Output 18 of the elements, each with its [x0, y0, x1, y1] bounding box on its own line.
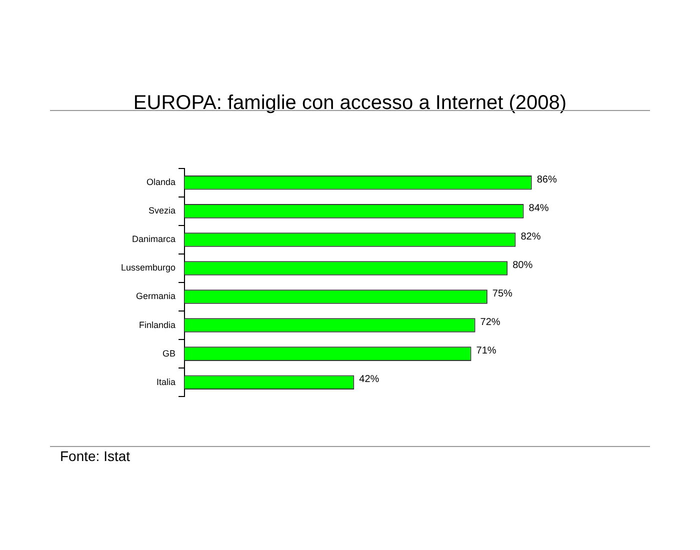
y-tick-label: Finlandia	[139, 320, 176, 330]
data-label: 75%	[492, 288, 513, 300]
data-label: 42%	[359, 374, 380, 386]
data-label: 80%	[512, 260, 533, 271]
data-label: 82%	[520, 231, 541, 242]
y-tick-label: Svezia	[148, 206, 176, 216]
data-label: 86%	[536, 174, 557, 186]
y-tick-label: Danimarca	[132, 234, 176, 244]
y-tick-label: GB	[162, 348, 176, 358]
data-label: 84%	[528, 202, 549, 214]
y-tick-label: Lussemburgo	[120, 262, 176, 273]
data-label: 72%	[480, 317, 500, 328]
source-note: Fonte: Istat	[60, 448, 130, 464]
chart-title: EUROPA: famiglie con accesso a Internet (2008)	[132, 92, 568, 115]
y-tick-label: Olanda	[146, 177, 176, 188]
y-tick-label: Italia	[156, 376, 176, 387]
y-tick-label: Germania	[136, 291, 176, 302]
data-label: 71%	[476, 346, 496, 357]
